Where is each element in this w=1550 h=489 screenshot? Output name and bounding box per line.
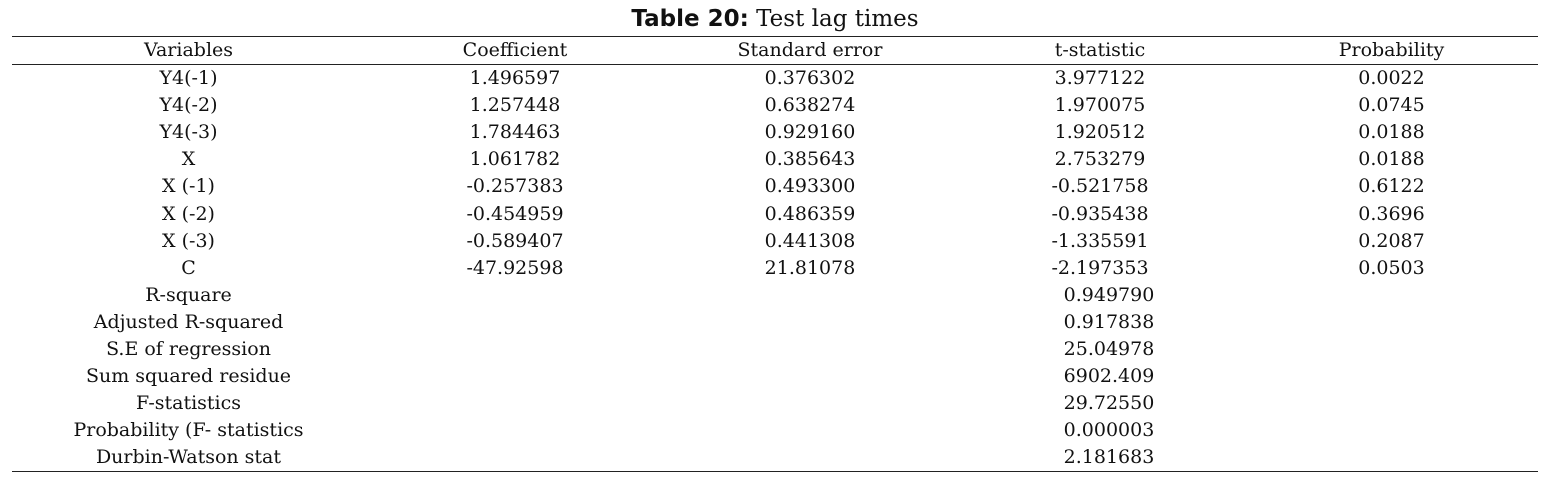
- probability-cell: 0.0745: [1358, 94, 1425, 117]
- coefficient-cell: 1.257448: [469, 94, 561, 117]
- probability-cell: 0.0503: [1358, 256, 1425, 279]
- variable-cell: Y4(-3): [159, 121, 218, 144]
- fit-statistic-label: F-statistics: [135, 392, 242, 415]
- t-statistic-cell: 1.920512: [1054, 121, 1146, 144]
- table-row: X 1.061782 0.385643 2.753279 0.0188: [12, 146, 1538, 173]
- column-header-probability: Probability: [1338, 39, 1445, 61]
- fit-statistic-value: 6902.409: [1063, 365, 1155, 388]
- variable-cell: X (-3): [162, 229, 215, 252]
- variable-cell: Y4(-1): [159, 67, 218, 90]
- table-row: Y4(-3) 1.784463 0.929160 1.920512 0.0188: [12, 119, 1538, 146]
- standard-error-cell: 0.376302: [764, 67, 856, 90]
- coefficient-cell: -47.92598: [466, 256, 564, 279]
- fit-statistic-row: Sum squared residue 6902.409: [12, 363, 1538, 390]
- column-header-t-statistic: t-statistic: [1054, 39, 1146, 61]
- t-statistic-cell: 3.977122: [1054, 67, 1146, 90]
- table-row: Y4(-2) 1.257448 0.638274 1.970075 0.0745: [12, 92, 1538, 119]
- fit-statistic-label: Probability (F- statistics: [73, 419, 304, 442]
- t-statistic-cell: -0.521758: [1051, 175, 1149, 198]
- coefficient-cell: 1.784463: [469, 121, 561, 144]
- table-caption-label: Table 20:: [631, 6, 749, 32]
- standard-error-cell: 0.493300: [764, 175, 856, 198]
- t-statistic-cell: -0.935438: [1051, 202, 1149, 225]
- fit-statistic-value: 25.04978: [1063, 337, 1155, 360]
- column-header-coefficient: Coefficient: [462, 39, 568, 61]
- coefficient-cell: -0.454959: [466, 202, 564, 225]
- fit-statistic-label: R-square: [145, 283, 232, 306]
- fit-statistic-value: 0.917838: [1063, 310, 1155, 333]
- t-statistic-cell: -2.197353: [1051, 256, 1149, 279]
- fit-statistic-label: Adjusted R-squared: [93, 310, 284, 333]
- standard-error-cell: 0.638274: [764, 94, 856, 117]
- fit-statistic-row: Probability (F- statistics 0.000003: [12, 417, 1538, 444]
- table-header-row: Variables Coefficient Standard error t-s…: [12, 37, 1538, 65]
- fit-statistic-label: S.E of regression: [106, 337, 271, 360]
- fit-statistic-row: R-square 0.949790: [12, 282, 1538, 309]
- variable-cell: X (-1): [162, 175, 215, 198]
- variable-cell: Y4(-2): [159, 94, 218, 117]
- variable-cell: X (-2): [162, 202, 215, 225]
- fit-statistic-row: Durbin-Watson stat 2.181683: [12, 444, 1538, 472]
- standard-error-cell: 0.929160: [764, 121, 856, 144]
- coefficient-cell: -0.257383: [466, 175, 564, 198]
- table-row: C -47.92598 21.81078 -2.197353 0.0503: [12, 255, 1538, 282]
- probability-cell: 0.0022: [1358, 67, 1425, 90]
- probability-cell: 0.6122: [1358, 175, 1425, 198]
- fit-statistic-value: 0.949790: [1063, 283, 1155, 306]
- probability-cell: 0.0188: [1358, 148, 1425, 171]
- fit-statistic-value: 2.181683: [1063, 446, 1155, 469]
- fit-statistic-value: 29.72550: [1063, 392, 1155, 415]
- fit-statistic-value: 0.000003: [1063, 419, 1155, 442]
- standard-error-cell: 0.385643: [764, 148, 856, 171]
- fit-statistic-label: Sum squared residue: [85, 365, 292, 388]
- probability-cell: 0.2087: [1358, 229, 1425, 252]
- t-statistic-cell: 2.753279: [1054, 148, 1146, 171]
- variable-cell: X: [181, 148, 196, 171]
- column-header-standard-error: Standard error: [737, 39, 883, 61]
- probability-cell: 0.0188: [1358, 121, 1425, 144]
- probability-cell: 0.3696: [1358, 202, 1425, 225]
- standard-error-cell: 0.441308: [764, 229, 856, 252]
- coefficient-cell: 1.496597: [469, 67, 561, 90]
- coefficient-cell: -0.589407: [466, 229, 564, 252]
- table-row: X (-2) -0.454959 0.486359 -0.935438 0.36…: [12, 200, 1538, 227]
- fit-statistic-row: F-statistics 29.72550: [12, 390, 1538, 417]
- table-caption-text: Test lag times: [756, 6, 919, 32]
- t-statistic-cell: 1.970075: [1054, 94, 1146, 117]
- fit-statistic-label: Durbin-Watson stat: [95, 446, 282, 469]
- standard-error-cell: 0.486359: [764, 202, 856, 225]
- variable-cell: C: [181, 256, 196, 279]
- regression-table: Variables Coefficient Standard error t-s…: [12, 36, 1538, 473]
- fit-statistic-row: S.E of regression 25.04978: [12, 336, 1538, 363]
- table-row: Y4(-1) 1.496597 0.376302 3.977122 0.0022: [12, 65, 1538, 93]
- t-statistic-cell: -1.335591: [1051, 229, 1149, 252]
- table-row: X (-1) -0.257383 0.493300 -0.521758 0.61…: [12, 173, 1538, 200]
- coefficient-cell: 1.061782: [469, 148, 561, 171]
- fit-statistic-row: Adjusted R-squared 0.917838: [12, 309, 1538, 336]
- table-caption: Table 20: Test lag times: [0, 4, 1550, 34]
- standard-error-cell: 21.81078: [764, 256, 856, 279]
- column-header-variables: Variables: [143, 39, 234, 61]
- table-row: X (-3) -0.589407 0.441308 -1.335591 0.20…: [12, 228, 1538, 255]
